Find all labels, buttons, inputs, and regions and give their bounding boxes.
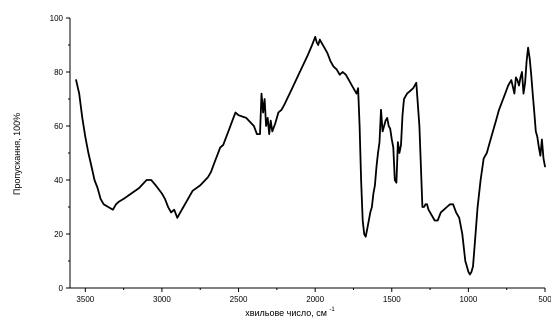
y-tick-label: 40 [54, 176, 63, 185]
x-tick-label: 2000 [306, 295, 324, 304]
y-tick-label: 0 [59, 284, 64, 293]
y-axis-label: Пропускання, 100% [12, 113, 22, 195]
x-tick-label: 2500 [230, 295, 248, 304]
spectrum-series-line [75, 36, 546, 276]
x-axis-label: хвильове число, см -1 [245, 307, 335, 318]
x-tick-label: 3500 [76, 295, 94, 304]
x-tick-label: 1000 [459, 295, 477, 304]
x-axis-label-text: хвильове число, см [245, 308, 327, 318]
x-axis-label-superscript: -1 [329, 307, 335, 313]
plot-area: 0 20 40 60 80 100 3500 3000 2500 2000 1500 1000 500 [50, 14, 551, 304]
x-tick-label: 3000 [153, 295, 171, 304]
x-tick-label: 500 [538, 295, 551, 304]
y-tick-label: 80 [54, 68, 63, 77]
x-tick-label: 1500 [383, 295, 401, 304]
y-tick-label: 100 [50, 14, 64, 23]
y-tick-label: 20 [54, 230, 63, 239]
y-tick-label: 60 [54, 122, 63, 131]
